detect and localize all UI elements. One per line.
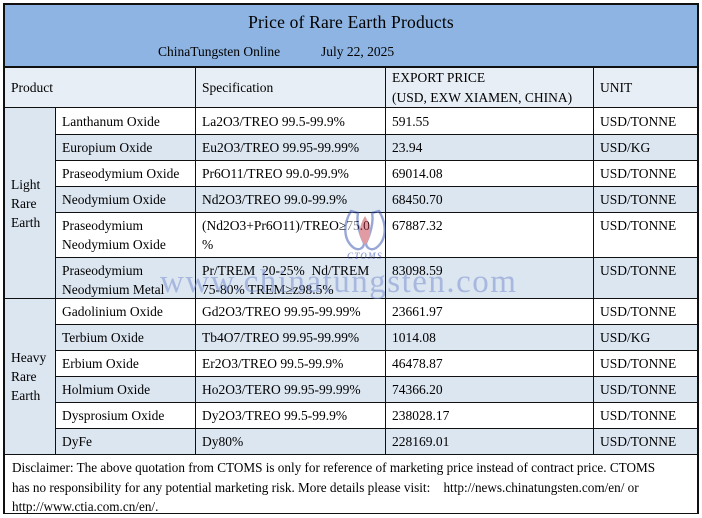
price-cell: 591.55 (386, 108, 594, 135)
disclaimer-text: Disclaimer: The above quotation from CTO… (5, 455, 697, 513)
price-cell: 23661.97 (386, 299, 594, 325)
spec-cell: Dy2O3/TREO 99.5-99.9% (196, 403, 386, 429)
product-cell: Praseodymium Oxide (56, 161, 196, 187)
unit-cell: USD/TONNE (594, 429, 697, 455)
spec-cell: Pr6O11/TREO 99.0-99.9% (196, 161, 386, 187)
unit-cell: USD/TONNE (594, 213, 697, 258)
column-header-export-price: EXPORT PRICE (USD, EXW XIAMEN, CHINA) (386, 68, 594, 108)
product-cell: Holmium Oxide (56, 377, 196, 403)
page-title: Price of Rare Earth Products (248, 12, 454, 32)
spec-cell: La2O3/TREO 99.5-99.9% (196, 108, 386, 135)
price-cell: 69014.08 (386, 161, 594, 187)
price-cell: 228169.01 (386, 429, 594, 455)
unit-cell: USD/TONNE (594, 258, 697, 299)
price-cell: 238028.17 (386, 403, 594, 429)
price-cell: 1014.08 (386, 325, 594, 351)
spec-cell: Nd2O3/TREO 99.0-99.9% (196, 187, 386, 213)
unit-cell: USD/TONNE (594, 403, 697, 429)
product-cell: Praseodymium Neodymium Oxide (56, 213, 196, 258)
spec-cell: Eu2O3/TREO 99.95-99.99% (196, 135, 386, 161)
product-cell: Erbium Oxide (56, 351, 196, 377)
product-cell: Europium Oxide (56, 135, 196, 161)
group-label-light-rare-earth: Light Rare Earth (5, 108, 56, 299)
spec-cell: (Nd2O3+Pr6O11)/TREO≥75.0 % (196, 213, 386, 258)
price-grid: Product Specification EXPORT PRICE (USD,… (5, 68, 697, 513)
product-cell: Terbium Oxide (56, 325, 196, 351)
unit-cell: USD/TONNE (594, 299, 697, 325)
spec-cell: Er2O3/TREO 99.5-99.9% (196, 351, 386, 377)
product-cell: Neodymium Oxide (56, 187, 196, 213)
unit-cell: USD/KG (594, 135, 697, 161)
unit-cell: USD/TONNE (594, 351, 697, 377)
column-header-unit: UNIT (594, 68, 697, 108)
unit-cell: USD/TONNE (594, 187, 697, 213)
price-table: Price of Rare Earth Products ChinaTungst… (3, 3, 699, 514)
product-cell: Lanthanum Oxide (56, 108, 196, 135)
price-cell: 74366.20 (386, 377, 594, 403)
spec-cell: Dy80% (196, 429, 386, 455)
table-banner: Price of Rare Earth Products ChinaTungst… (5, 5, 697, 68)
date-label: July 22, 2025 (321, 44, 395, 59)
spec-cell: Ho2O3/TERO 99.95-99.99% (196, 377, 386, 403)
product-cell: Dysprosium Oxide (56, 403, 196, 429)
price-cell: 67887.32 (386, 213, 594, 258)
unit-cell: USD/TONNE (594, 161, 697, 187)
price-cell: 23.94 (386, 135, 594, 161)
unit-cell: USD/TONNE (594, 108, 697, 135)
price-cell: 83098.59 (386, 258, 594, 299)
price-cell: 68450.70 (386, 187, 594, 213)
spec-cell: Gd2O3/TREO 99.95-99.99% (196, 299, 386, 325)
unit-cell: USD/TONNE (594, 377, 697, 403)
product-cell: DyFe (56, 429, 196, 455)
group-label-heavy-rare-earth: Heavy Rare Earth (5, 299, 56, 455)
spec-cell: Tb4O7/TREO 99.95-99.99% (196, 325, 386, 351)
product-cell: Praseodymium Neodymium Metal (56, 258, 196, 299)
export-price-line1: EXPORT PRICE (392, 69, 486, 85)
price-cell: 46478.87 (386, 351, 594, 377)
spec-cell: Pr/TREM 20-25% Nd/TREM 75-80% TREM≥z98.5… (196, 258, 386, 299)
unit-cell: USD/KG (594, 325, 697, 351)
column-header-product: Product (5, 68, 196, 108)
column-header-specification: Specification (196, 68, 386, 108)
export-price-line2: (USD, EXW XIAMEN, CHINA) (392, 89, 573, 105)
product-cell: Gadolinium Oxide (56, 299, 196, 325)
source-label: ChinaTungsten Online (158, 44, 281, 59)
